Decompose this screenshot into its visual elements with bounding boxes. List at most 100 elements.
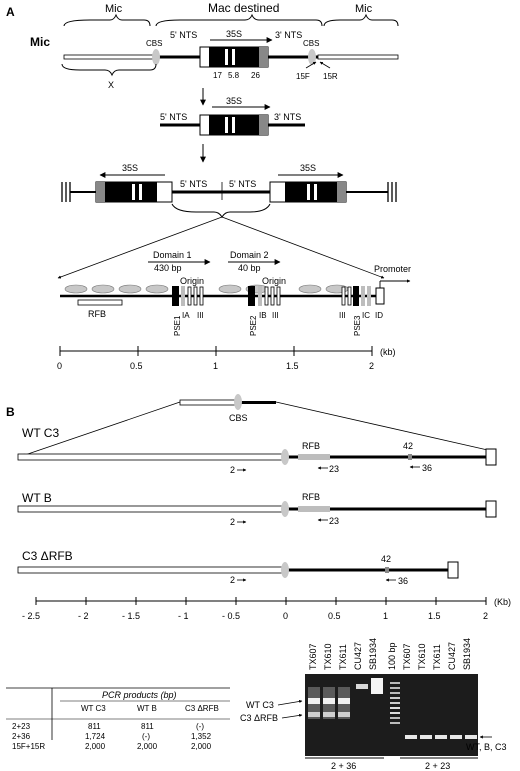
domain2-label: Domain 2 <box>230 250 269 260</box>
row2-nts5-label: 5' NTS <box>160 112 187 122</box>
pse2-label: PSE2 <box>249 315 258 336</box>
ib-label: IB <box>259 311 267 320</box>
promoter-label: Promoter <box>374 264 411 274</box>
pcr-row1-wtb: 811 <box>141 722 154 731</box>
row1-mic-label: Mic <box>30 35 50 49</box>
wtc3-42-mark <box>408 454 412 460</box>
row1-58-label: 5.8 <box>228 71 240 80</box>
row3-35s-left-label: 35S <box>122 163 138 173</box>
pcr-row-label-2: 2+36 <box>12 732 31 741</box>
detail-promoter-end <box>375 287 385 305</box>
row3-35s-gene-right <box>269 181 347 203</box>
c3d-title: C3 ΔRFB <box>22 549 73 563</box>
gel-bands <box>308 678 477 739</box>
row3-nts5-right-label: 5' NTS <box>229 179 256 189</box>
pcr-row-label-1: 2+23 <box>12 722 31 731</box>
row2-nts3-label: 3' NTS <box>274 112 301 122</box>
b-top-cbs-label: CBS <box>229 413 248 423</box>
gel-label-c3d: C3 ΔRFB <box>240 713 278 723</box>
pcr-table-title: PCR products (bp) <box>102 690 177 700</box>
row2-35s-label: 35S <box>226 96 242 106</box>
gel-lane-6: 100 bp <box>387 642 397 670</box>
panel-b-label: B <box>6 405 15 419</box>
row3-left-telomere <box>61 182 71 202</box>
ia-label: IA <box>182 311 190 320</box>
row1-15f-arrow <box>305 61 317 69</box>
scale-b-tick-0: - 2.5 <box>22 611 40 621</box>
scale-a-tick-2: 1 <box>213 361 218 371</box>
pcr-row2-c3d: 1,352 <box>191 732 212 741</box>
row1-x-label: X <box>108 80 114 90</box>
detail-elements <box>172 286 371 306</box>
b-zoom-line-left <box>21 401 181 457</box>
iii-label-1: III <box>197 311 204 320</box>
c3d-cbs <box>281 562 289 578</box>
row3-right-telomere <box>387 182 397 202</box>
pcr-row-label-3: 15F+15R <box>12 742 45 751</box>
row3-zoom-brace <box>171 203 271 218</box>
wtc3-42-label: 42 <box>403 441 413 451</box>
gel-group-right: 2 + 23 <box>425 761 450 771</box>
wtb-primer-23: 23 <box>329 516 339 526</box>
origin1-label: Origin <box>180 276 204 286</box>
row1-mic-right-region <box>317 54 399 60</box>
scale-b-tick-5: 0 <box>283 611 288 621</box>
gel-lane-2: TX610 <box>323 643 333 670</box>
c3d-mic-region <box>17 566 286 574</box>
id-label: ID <box>375 311 383 320</box>
zoom-line-left <box>57 216 223 279</box>
origin2-label: Origin <box>262 276 286 286</box>
row1-35s-gene <box>199 46 269 68</box>
row2-35s-gene <box>199 114 269 136</box>
wtc3-primer-36: 36 <box>422 463 432 473</box>
gel-label-right: WT, B, C3 <box>466 742 507 752</box>
c3d-42-mark <box>385 567 389 573</box>
pse1-label: PSE1 <box>173 315 182 336</box>
b-top-cbs <box>234 394 242 410</box>
scale-b-tick-4: - 0.5 <box>222 611 240 621</box>
iii-label-3: III <box>339 311 346 320</box>
scale-b-tick-8: 1.5 <box>428 611 441 621</box>
pcr-row1-c3d: (-) <box>196 722 204 731</box>
gel-lane-3: TX611 <box>338 644 348 670</box>
row1-x-brace <box>61 63 157 77</box>
gel-lane-9: TX611 <box>432 644 442 670</box>
wtb-primer-2: 2 <box>230 517 235 527</box>
scale-a-tick-1: 0.5 <box>130 361 143 371</box>
zoom-line-right <box>221 216 385 279</box>
top-label-mic-left: Mic <box>105 3 123 15</box>
ic-label: IC <box>362 311 370 320</box>
row1-15f-label: 15F <box>296 72 310 81</box>
row1-15r-arrow <box>319 61 331 69</box>
pcr-row3-wtc3: 2,000 <box>85 742 106 751</box>
scale-b-tick-3: - 1 <box>178 611 189 621</box>
row1-35s-label: 35S <box>226 29 242 39</box>
row1-cbs-right <box>308 49 316 65</box>
pcr-row3-c3d: 2,000 <box>191 742 212 751</box>
scale-b-tick-7: 1 <box>383 611 388 621</box>
domain1-label: Domain 1 <box>153 250 192 260</box>
wtb-title: WT B <box>22 491 52 505</box>
gel-lane-5: SB1934 <box>368 638 378 670</box>
wtc3-rfb <box>298 454 330 460</box>
wtc3-title: WT C3 <box>22 426 59 440</box>
scale-b-tick-9: 2 <box>483 611 488 621</box>
wtb-cbs <box>281 501 289 517</box>
top-label-mic-right: Mic <box>355 3 373 15</box>
pcr-row2-wtc3: 1,724 <box>85 732 106 741</box>
scale-b-tick-6: 0.5 <box>328 611 341 621</box>
rfb-label: RFB <box>88 309 106 319</box>
scale-a-tick-3: 1.5 <box>286 361 299 371</box>
scale-b-tick-1: - 2 <box>78 611 89 621</box>
row1-cbs-right-label: CBS <box>303 39 319 48</box>
panel-a-label: A <box>6 5 15 19</box>
row1-cbs-left <box>152 49 160 65</box>
gel-label-wtc3: WT C3 <box>246 700 274 710</box>
row3-35s-gene-left <box>95 181 173 203</box>
row1-mic-left-region <box>63 54 155 60</box>
rfb-box <box>77 299 123 306</box>
top-label-mac-destined: Mac destined <box>208 1 279 15</box>
c3d-42-label: 42 <box>381 554 391 564</box>
gel-lane-1: TX607 <box>308 643 318 670</box>
